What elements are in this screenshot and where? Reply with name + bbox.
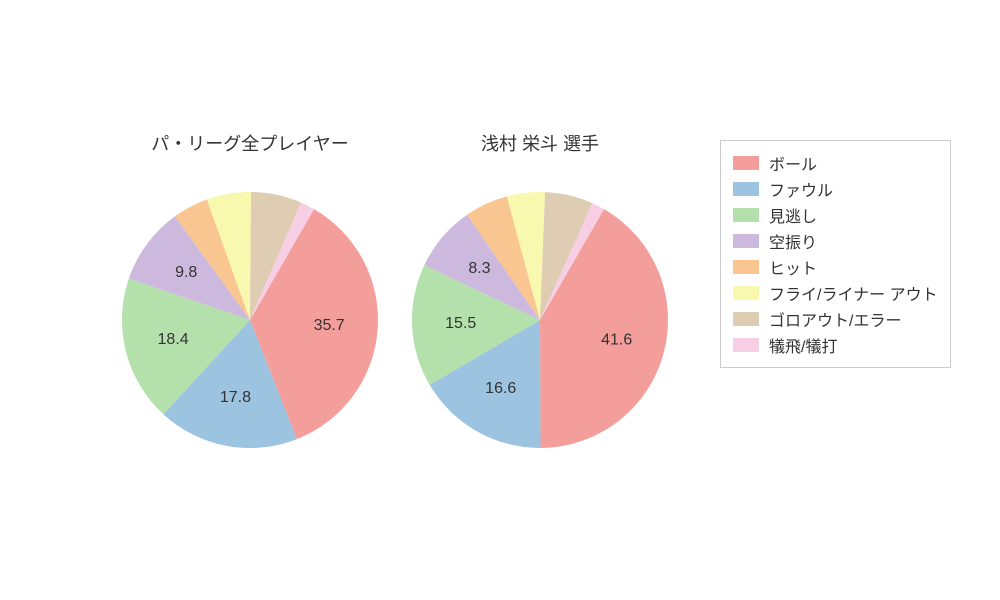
legend-label-sac: 犠飛/犠打 — [769, 333, 837, 357]
legend-item-foul: ファウル — [733, 177, 938, 201]
legend-swatch-ball — [733, 156, 759, 170]
legend-item-swinging: 空振り — [733, 229, 938, 253]
legend-label-fly_out: フライ/ライナー アウト — [769, 281, 938, 305]
pie-label-swinging: 9.8 — [175, 264, 197, 281]
legend-label-hit: ヒット — [769, 255, 817, 279]
pie-label-ball: 41.6 — [601, 332, 632, 349]
chart-title-player: 浅村 栄斗 選手 — [410, 130, 670, 156]
pie-chart-player: 41.6 16.6 15.5 8.3 — [410, 190, 670, 450]
legend-item-hit: ヒット — [733, 255, 938, 279]
legend-swatch-sac — [733, 338, 759, 352]
legend-item-ground_out: ゴロアウト/エラー — [733, 307, 938, 331]
legend-swatch-fly_out — [733, 286, 759, 300]
pie-label-foul: 17.8 — [220, 389, 251, 406]
legend-swatch-hit — [733, 260, 759, 274]
legend-label-ground_out: ゴロアウト/エラー — [769, 307, 901, 331]
chart-title-league: パ・リーグ全プレイヤー — [120, 130, 380, 156]
chart-container: { "layout": { "width": 1000, "height": 6… — [0, 0, 1000, 600]
legend-label-swinging: 空振り — [769, 229, 817, 253]
legend-item-fly_out: フライ/ライナー アウト — [733, 281, 938, 305]
legend-label-foul: ファウル — [769, 177, 833, 201]
legend-label-looking: 見逃し — [769, 203, 817, 227]
legend-swatch-ground_out — [733, 312, 759, 326]
legend-swatch-foul — [733, 182, 759, 196]
legend-swatch-looking — [733, 208, 759, 222]
legend-item-looking: 見逃し — [733, 203, 938, 227]
pie-label-foul: 16.6 — [485, 380, 516, 397]
pie-label-looking: 18.4 — [158, 331, 189, 348]
pie-label-looking: 15.5 — [445, 315, 476, 332]
legend-label-ball: ボール — [769, 151, 817, 175]
legend-item-ball: ボール — [733, 151, 938, 175]
legend-swatch-swinging — [733, 234, 759, 248]
legend-item-sac: 犠飛/犠打 — [733, 333, 938, 357]
pie-label-swinging: 8.3 — [468, 260, 490, 277]
legend: ボールファウル見逃し空振りヒットフライ/ライナー アウトゴロアウト/エラー犠飛/… — [720, 140, 951, 368]
pie-chart-league: 35.7 17.8 18.4 9.8 — [120, 190, 380, 450]
pie-label-ball: 35.7 — [314, 317, 345, 334]
